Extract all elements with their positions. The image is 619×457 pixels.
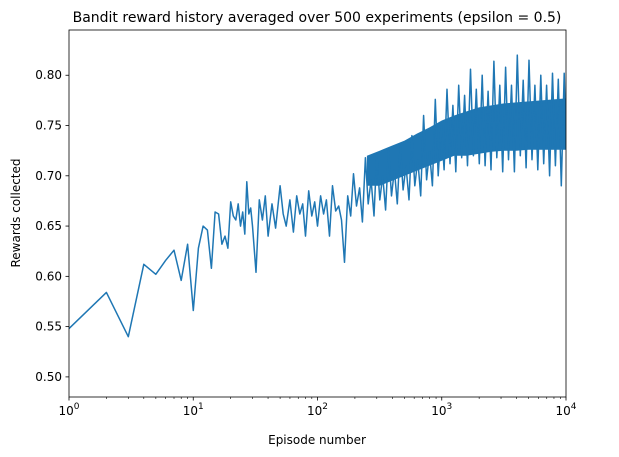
x-tick-label: 102	[307, 402, 328, 418]
x-tick-label: 101	[183, 402, 204, 418]
series-line	[69, 54, 566, 338]
plot-frame	[68, 29, 567, 398]
y-tick-label: 0.75	[35, 119, 62, 133]
x-axis-label: Episode number	[268, 433, 366, 447]
x-tick-label: 104	[555, 402, 576, 418]
x-tick-label: 103	[431, 402, 452, 418]
x-axis: 100 101 102 103 104	[58, 397, 577, 418]
y-axis: 0.50 0.55 0.60 0.65 0.70 0.75 0.80	[35, 68, 69, 384]
y-axis-label: Rewards collected	[9, 158, 23, 267]
plot-area	[68, 29, 567, 398]
y-tick-label: 0.50	[35, 370, 62, 384]
y-tick-label: 0.60	[35, 269, 62, 283]
y-tick-label: 0.55	[35, 320, 62, 334]
y-tick-label: 0.70	[35, 169, 62, 183]
x-tick-label: 100	[58, 402, 79, 418]
chart-title: Bandit reward history averaged over 500 …	[73, 10, 562, 26]
series-layer	[69, 54, 566, 338]
y-tick-label: 0.80	[35, 68, 62, 82]
y-tick-label: 0.65	[35, 219, 62, 233]
